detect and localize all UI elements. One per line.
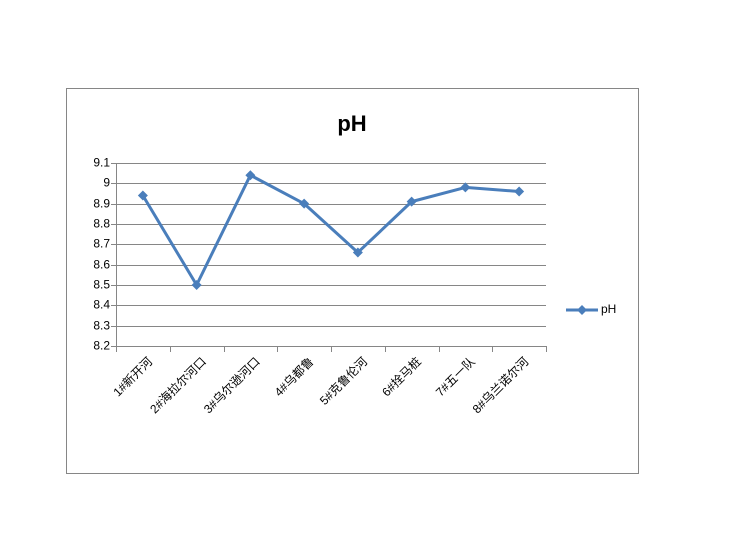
y-tick-label: 8.6 xyxy=(93,258,110,272)
y-tick-label: 9 xyxy=(103,176,110,190)
data-point xyxy=(299,198,310,209)
y-tick-label: 8.8 xyxy=(93,217,110,231)
y-tick-label: 8.5 xyxy=(93,278,110,292)
data-point xyxy=(352,247,363,258)
y-tick-label: 8.2 xyxy=(93,339,110,353)
data-point xyxy=(460,182,471,193)
y-tick-label: 8.3 xyxy=(93,319,110,333)
y-tick-label: 8.7 xyxy=(93,237,110,251)
data-point xyxy=(245,170,256,181)
y-tick-label: 8.9 xyxy=(93,197,110,211)
y-tick-label: 9.1 xyxy=(93,156,110,170)
chart-frame xyxy=(66,88,639,474)
y-tick-label: 8.4 xyxy=(93,298,110,312)
data-point xyxy=(191,280,202,290)
data-point xyxy=(137,190,148,201)
data-point xyxy=(514,186,525,197)
legend-marker xyxy=(577,305,587,315)
chart-title: pH xyxy=(337,111,366,136)
legend-label: pH xyxy=(601,302,616,316)
data-point xyxy=(406,196,417,207)
series-line xyxy=(141,173,520,287)
